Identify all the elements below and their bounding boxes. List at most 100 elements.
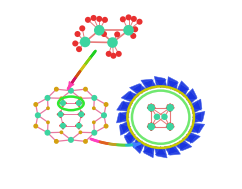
Circle shape <box>171 104 174 107</box>
Circle shape <box>172 125 174 128</box>
Circle shape <box>150 128 152 131</box>
Circle shape <box>83 139 88 144</box>
Circle shape <box>132 26 138 32</box>
Circle shape <box>114 31 120 37</box>
Circle shape <box>102 17 108 23</box>
Circle shape <box>54 87 59 92</box>
Circle shape <box>80 116 83 118</box>
Circle shape <box>148 123 151 126</box>
Circle shape <box>80 125 83 127</box>
Circle shape <box>131 16 137 22</box>
Circle shape <box>94 25 105 36</box>
Circle shape <box>64 125 67 127</box>
Circle shape <box>169 103 172 106</box>
Circle shape <box>78 96 82 100</box>
Polygon shape <box>155 146 166 155</box>
Circle shape <box>76 123 82 129</box>
Circle shape <box>167 123 169 126</box>
Circle shape <box>57 113 59 115</box>
Circle shape <box>92 106 96 110</box>
Polygon shape <box>155 79 166 88</box>
Circle shape <box>59 111 62 113</box>
Circle shape <box>126 14 132 20</box>
Circle shape <box>101 31 107 37</box>
Circle shape <box>85 17 91 23</box>
Circle shape <box>107 37 118 48</box>
Circle shape <box>33 124 38 129</box>
Circle shape <box>75 31 81 37</box>
Circle shape <box>147 106 150 109</box>
Polygon shape <box>124 134 135 143</box>
Circle shape <box>166 123 174 130</box>
Circle shape <box>64 102 67 104</box>
Polygon shape <box>177 81 189 97</box>
Circle shape <box>78 127 80 129</box>
Polygon shape <box>185 89 197 105</box>
Polygon shape <box>141 79 157 89</box>
Polygon shape <box>179 84 189 94</box>
Circle shape <box>167 104 169 107</box>
Circle shape <box>68 137 74 143</box>
Circle shape <box>80 102 83 104</box>
Circle shape <box>72 40 78 46</box>
Circle shape <box>80 111 83 113</box>
Polygon shape <box>116 111 129 123</box>
Circle shape <box>172 106 174 109</box>
Polygon shape <box>154 146 167 158</box>
Circle shape <box>152 104 155 107</box>
Polygon shape <box>132 84 142 94</box>
Circle shape <box>60 96 63 100</box>
Circle shape <box>75 125 77 127</box>
Circle shape <box>59 102 61 104</box>
Circle shape <box>62 113 64 115</box>
Circle shape <box>80 37 90 47</box>
Circle shape <box>59 116 62 118</box>
Polygon shape <box>182 132 200 143</box>
Polygon shape <box>143 80 153 89</box>
Circle shape <box>148 104 151 107</box>
Circle shape <box>54 139 59 144</box>
Polygon shape <box>120 124 131 134</box>
Circle shape <box>154 114 160 120</box>
Polygon shape <box>192 111 205 123</box>
Circle shape <box>136 19 143 25</box>
Circle shape <box>77 113 80 115</box>
Circle shape <box>79 25 85 31</box>
Circle shape <box>123 25 134 36</box>
Circle shape <box>169 109 172 112</box>
Circle shape <box>130 33 136 39</box>
Circle shape <box>35 112 41 118</box>
Circle shape <box>96 16 102 22</box>
Circle shape <box>169 128 172 131</box>
Circle shape <box>58 111 64 117</box>
Circle shape <box>60 130 63 134</box>
Circle shape <box>166 125 168 128</box>
Circle shape <box>62 122 64 124</box>
Polygon shape <box>191 99 202 114</box>
Polygon shape <box>124 130 136 146</box>
Circle shape <box>45 95 51 101</box>
Circle shape <box>166 104 174 112</box>
Circle shape <box>76 100 82 106</box>
Circle shape <box>91 130 97 136</box>
Circle shape <box>45 130 51 136</box>
Circle shape <box>59 125 61 127</box>
Circle shape <box>147 104 155 112</box>
Circle shape <box>91 15 97 21</box>
Circle shape <box>147 125 150 128</box>
Circle shape <box>33 102 38 107</box>
Circle shape <box>116 51 122 57</box>
Circle shape <box>78 105 80 107</box>
Polygon shape <box>120 121 130 135</box>
Polygon shape <box>168 145 179 155</box>
Polygon shape <box>120 101 131 110</box>
Circle shape <box>147 123 155 130</box>
Polygon shape <box>191 101 201 110</box>
Circle shape <box>60 100 66 106</box>
Circle shape <box>62 127 64 129</box>
Polygon shape <box>179 141 189 151</box>
Circle shape <box>153 125 156 128</box>
Circle shape <box>101 112 107 118</box>
Polygon shape <box>192 112 202 122</box>
Circle shape <box>150 109 152 112</box>
